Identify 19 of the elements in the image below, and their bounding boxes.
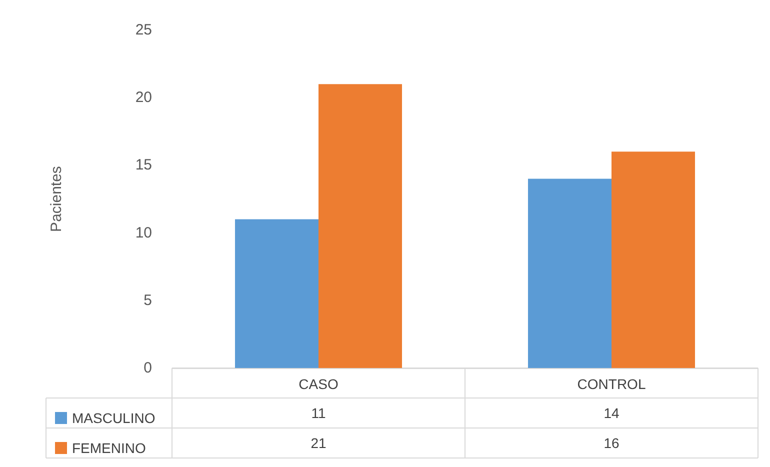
y-tick-label: 15 [135, 156, 152, 174]
data-label: 16 [604, 435, 620, 451]
bar [234, 219, 318, 368]
data-label: 21 [310, 435, 326, 451]
y-tick-label: 20 [135, 89, 152, 106]
data-label: 14 [604, 405, 620, 421]
bar [318, 84, 402, 368]
y-axis-title: Pacientes [48, 166, 65, 232]
x-tick-label: CONTROL [577, 376, 646, 392]
legend-label: FEMENINO [72, 440, 146, 456]
x-tick-label: CASO [298, 376, 338, 392]
legend-label: MASCULINO [72, 410, 156, 426]
y-tick-label: 0 [144, 360, 152, 376]
y-tick-label: 25 [135, 22, 152, 38]
y-tick-label: 10 [135, 224, 152, 242]
bar [612, 152, 696, 368]
y-tick-label: 5 [144, 292, 152, 309]
bar [528, 178, 612, 368]
data-label: 11 [311, 405, 326, 421]
